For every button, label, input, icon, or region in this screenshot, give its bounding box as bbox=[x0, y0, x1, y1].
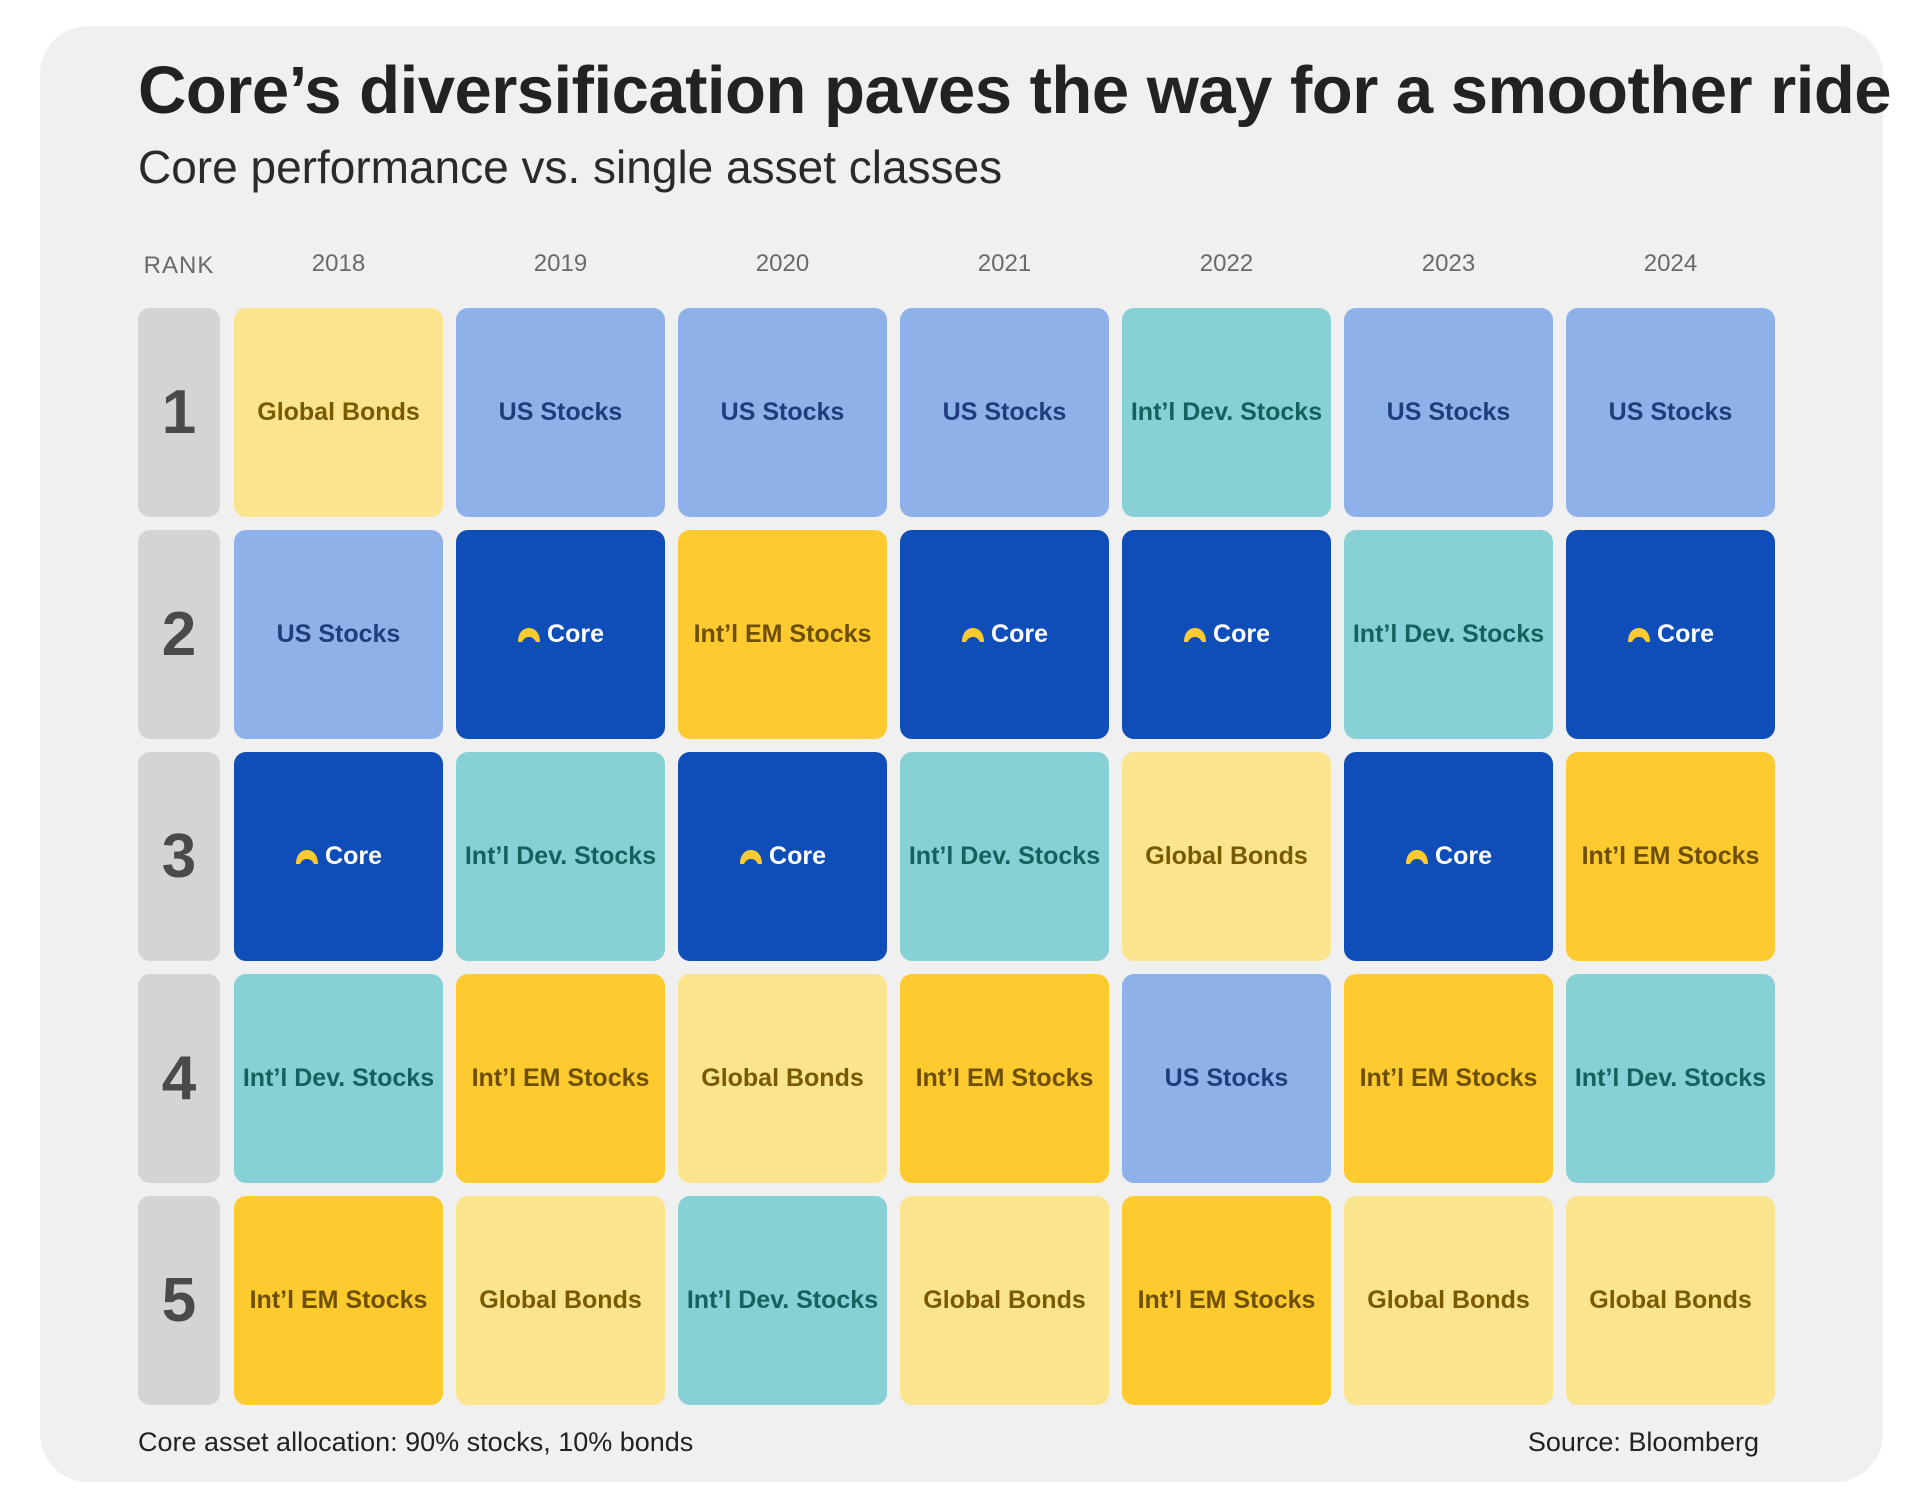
tile-label: Int’l EM Stocks bbox=[915, 1064, 1094, 1092]
tile-label: Global Bonds bbox=[701, 1064, 864, 1092]
tile-2018-rank-3-core: Core bbox=[234, 752, 443, 961]
tile-2019-rank-3-int-l-dev-stocks: Int’l Dev. Stocks bbox=[456, 752, 665, 961]
tile-2022-rank-3-global-bonds: Global Bonds bbox=[1122, 752, 1331, 961]
tile-label: Core bbox=[1657, 620, 1714, 648]
tile-2019-rank-2-core: Core bbox=[456, 530, 665, 739]
tile-label: Int’l EM Stocks bbox=[693, 620, 872, 648]
core-logo-icon bbox=[1406, 849, 1429, 864]
tile-2022-rank-4-us-stocks: US Stocks bbox=[1122, 974, 1331, 1183]
tile-2019-rank-5-global-bonds: Global Bonds bbox=[456, 1196, 665, 1405]
rank-cell-5: 5 bbox=[138, 1196, 220, 1405]
tile-label: US Stocks bbox=[498, 398, 623, 426]
rank-cell-2: 2 bbox=[138, 530, 220, 739]
tile-2020-rank-4-global-bonds: Global Bonds bbox=[678, 974, 887, 1183]
tile-label: Int’l EM Stocks bbox=[1359, 1064, 1538, 1092]
tile-2018-rank-2-us-stocks: US Stocks bbox=[234, 530, 443, 739]
tile-2024-rank-3-int-l-em-stocks: Int’l EM Stocks bbox=[1566, 752, 1775, 961]
tile-label: Int’l Dev. Stocks bbox=[242, 1064, 435, 1092]
tile-2021-rank-3-int-l-dev-stocks: Int’l Dev. Stocks bbox=[900, 752, 1109, 961]
tile-label: Int’l EM Stocks bbox=[1137, 1286, 1316, 1314]
tile-label: Global Bonds bbox=[1145, 842, 1308, 870]
tile-2024-rank-5-global-bonds: Global Bonds bbox=[1566, 1196, 1775, 1405]
tile-label: Global Bonds bbox=[923, 1286, 1086, 1314]
tile-label: Int’l EM Stocks bbox=[471, 1064, 650, 1092]
tile-2023-rank-3-core: Core bbox=[1344, 752, 1553, 961]
year-header-2024: 2024 bbox=[1643, 250, 1698, 277]
core-logo-icon bbox=[962, 627, 985, 642]
tile-2020-rank-3-core: Core bbox=[678, 752, 887, 961]
tile-2024-rank-1-us-stocks: US Stocks bbox=[1566, 308, 1775, 517]
tile-2022-rank-5-int-l-em-stocks: Int’l EM Stocks bbox=[1122, 1196, 1331, 1405]
tile-label: Core bbox=[1213, 620, 1270, 648]
year-header-2020: 2020 bbox=[755, 250, 810, 277]
year-header-2018: 2018 bbox=[311, 250, 366, 277]
tile-label: Int’l EM Stocks bbox=[1581, 842, 1760, 870]
tile-label: Global Bonds bbox=[1367, 1286, 1530, 1314]
year-header-2023: 2023 bbox=[1421, 250, 1476, 277]
tile-2019-rank-1-us-stocks: US Stocks bbox=[456, 308, 665, 517]
source-note: Source: Bloomberg bbox=[1527, 1427, 1759, 1457]
tile-label: Core bbox=[547, 620, 604, 648]
tile-2021-rank-1-us-stocks: US Stocks bbox=[900, 308, 1109, 517]
tile-2018-rank-4-int-l-dev-stocks: Int’l Dev. Stocks bbox=[234, 974, 443, 1183]
tile-2024-rank-4-int-l-dev-stocks: Int’l Dev. Stocks bbox=[1566, 974, 1775, 1183]
year-header-2019: 2019 bbox=[533, 250, 588, 277]
core-logo-icon bbox=[1628, 627, 1651, 642]
chart-subtitle: Core performance vs. single asset classe… bbox=[138, 141, 1003, 193]
tile-label: US Stocks bbox=[276, 620, 401, 648]
tile-label: Core bbox=[325, 842, 382, 870]
rank-cell-3: 3 bbox=[138, 752, 220, 961]
tile-label: Int’l Dev. Stocks bbox=[1130, 398, 1323, 426]
core-logo-icon bbox=[1184, 627, 1207, 642]
rank-cell-4: 4 bbox=[138, 974, 220, 1183]
tile-2022-rank-2-core: Core bbox=[1122, 530, 1331, 739]
tile-label: Global Bonds bbox=[257, 398, 420, 426]
tile-2023-rank-5-global-bonds: Global Bonds bbox=[1344, 1196, 1553, 1405]
tile-2018-rank-5-int-l-em-stocks: Int’l EM Stocks bbox=[234, 1196, 443, 1405]
tile-2019-rank-4-int-l-em-stocks: Int’l EM Stocks bbox=[456, 974, 665, 1183]
tile-label: Int’l Dev. Stocks bbox=[686, 1286, 879, 1314]
tile-2023-rank-4-int-l-em-stocks: Int’l EM Stocks bbox=[1344, 974, 1553, 1183]
year-header-2021: 2021 bbox=[977, 250, 1032, 277]
core-logo-icon bbox=[740, 849, 763, 864]
tile-2021-rank-2-core: Core bbox=[900, 530, 1109, 739]
core-logo-icon bbox=[518, 627, 541, 642]
tile-2020-rank-1-us-stocks: US Stocks bbox=[678, 308, 887, 517]
tile-label: Global Bonds bbox=[1589, 1286, 1752, 1314]
rank-column-header: RANK bbox=[143, 252, 215, 279]
tile-label: Int’l Dev. Stocks bbox=[1574, 1064, 1767, 1092]
year-header-2022: 2022 bbox=[1199, 250, 1254, 277]
chart-title: Core’s diversification paves the way for… bbox=[138, 53, 1892, 128]
tile-label: Core bbox=[1435, 842, 1492, 870]
tile-label: US Stocks bbox=[720, 398, 845, 426]
tile-2024-rank-2-core: Core bbox=[1566, 530, 1775, 739]
tile-label: Core bbox=[991, 620, 1048, 648]
allocation-note: Core asset allocation: 90% stocks, 10% b… bbox=[138, 1427, 694, 1457]
rank-cell-1: 1 bbox=[138, 308, 220, 517]
tile-label: Int’l Dev. Stocks bbox=[1352, 620, 1545, 648]
tile-label: Int’l EM Stocks bbox=[249, 1286, 428, 1314]
tile-2020-rank-5-int-l-dev-stocks: Int’l Dev. Stocks bbox=[678, 1196, 887, 1405]
tile-2020-rank-2-int-l-em-stocks: Int’l EM Stocks bbox=[678, 530, 887, 739]
tile-label: Core bbox=[769, 842, 826, 870]
tile-label: US Stocks bbox=[1608, 398, 1733, 426]
tile-2021-rank-5-global-bonds: Global Bonds bbox=[900, 1196, 1109, 1405]
tile-2023-rank-1-us-stocks: US Stocks bbox=[1344, 308, 1553, 517]
tile-label: Int’l Dev. Stocks bbox=[908, 842, 1101, 870]
tile-label: US Stocks bbox=[942, 398, 1067, 426]
tile-2021-rank-4-int-l-em-stocks: Int’l EM Stocks bbox=[900, 974, 1109, 1183]
tile-label: US Stocks bbox=[1164, 1064, 1289, 1092]
tile-2023-rank-2-int-l-dev-stocks: Int’l Dev. Stocks bbox=[1344, 530, 1553, 739]
tile-label: Global Bonds bbox=[479, 1286, 642, 1314]
tile-2018-rank-1-global-bonds: Global Bonds bbox=[234, 308, 443, 517]
tile-2022-rank-1-int-l-dev-stocks: Int’l Dev. Stocks bbox=[1122, 308, 1331, 517]
tile-label: Int’l Dev. Stocks bbox=[464, 842, 657, 870]
tile-label: US Stocks bbox=[1386, 398, 1511, 426]
core-logo-icon bbox=[296, 849, 319, 864]
